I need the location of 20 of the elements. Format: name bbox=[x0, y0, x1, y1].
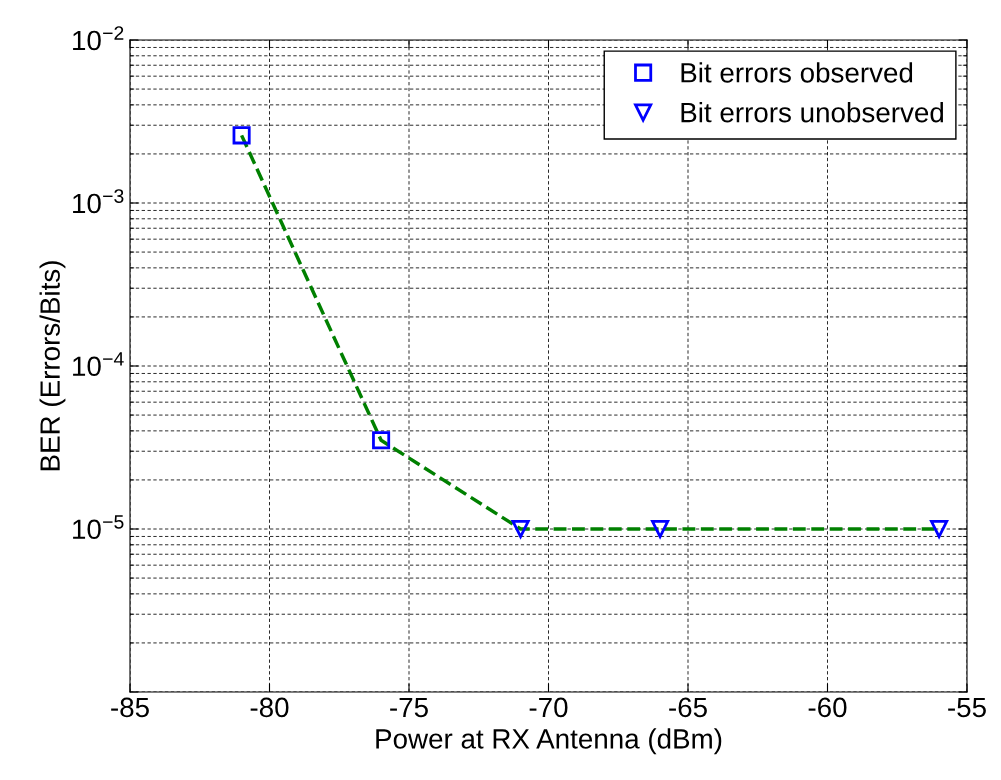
x-tick-label: -55 bbox=[948, 697, 986, 718]
point bbox=[651, 519, 670, 539]
y-tick-label: 10$^{−2}$ bbox=[73, 26, 124, 51]
x-tick-label: -80 bbox=[250, 697, 289, 718]
point bbox=[930, 519, 949, 539]
x-tick-label: -75 bbox=[390, 697, 428, 718]
point bbox=[511, 519, 530, 539]
y-tick-label: 10$^{−3}$ bbox=[73, 189, 124, 214]
legend-label: Bit errors unobserved bbox=[681, 102, 944, 123]
y-axis-title: BER (Errors/Bits) bbox=[39, 261, 66, 471]
y-tick-label: 10$^{−5}$ bbox=[73, 515, 124, 540]
y-tick-label: 10$^{−4}$ bbox=[73, 352, 124, 377]
legend-label: Bit errors observed bbox=[681, 62, 913, 83]
x-tick-label: -60 bbox=[808, 697, 847, 718]
x-axis-title: Power at RX Antenna (dBm) bbox=[376, 728, 722, 755]
x-tick-label: -65 bbox=[669, 697, 707, 718]
x-tick-label: -70 bbox=[529, 697, 568, 718]
point bbox=[372, 431, 391, 450]
x-tick-label: -85 bbox=[111, 697, 149, 718]
point bbox=[232, 126, 251, 145]
